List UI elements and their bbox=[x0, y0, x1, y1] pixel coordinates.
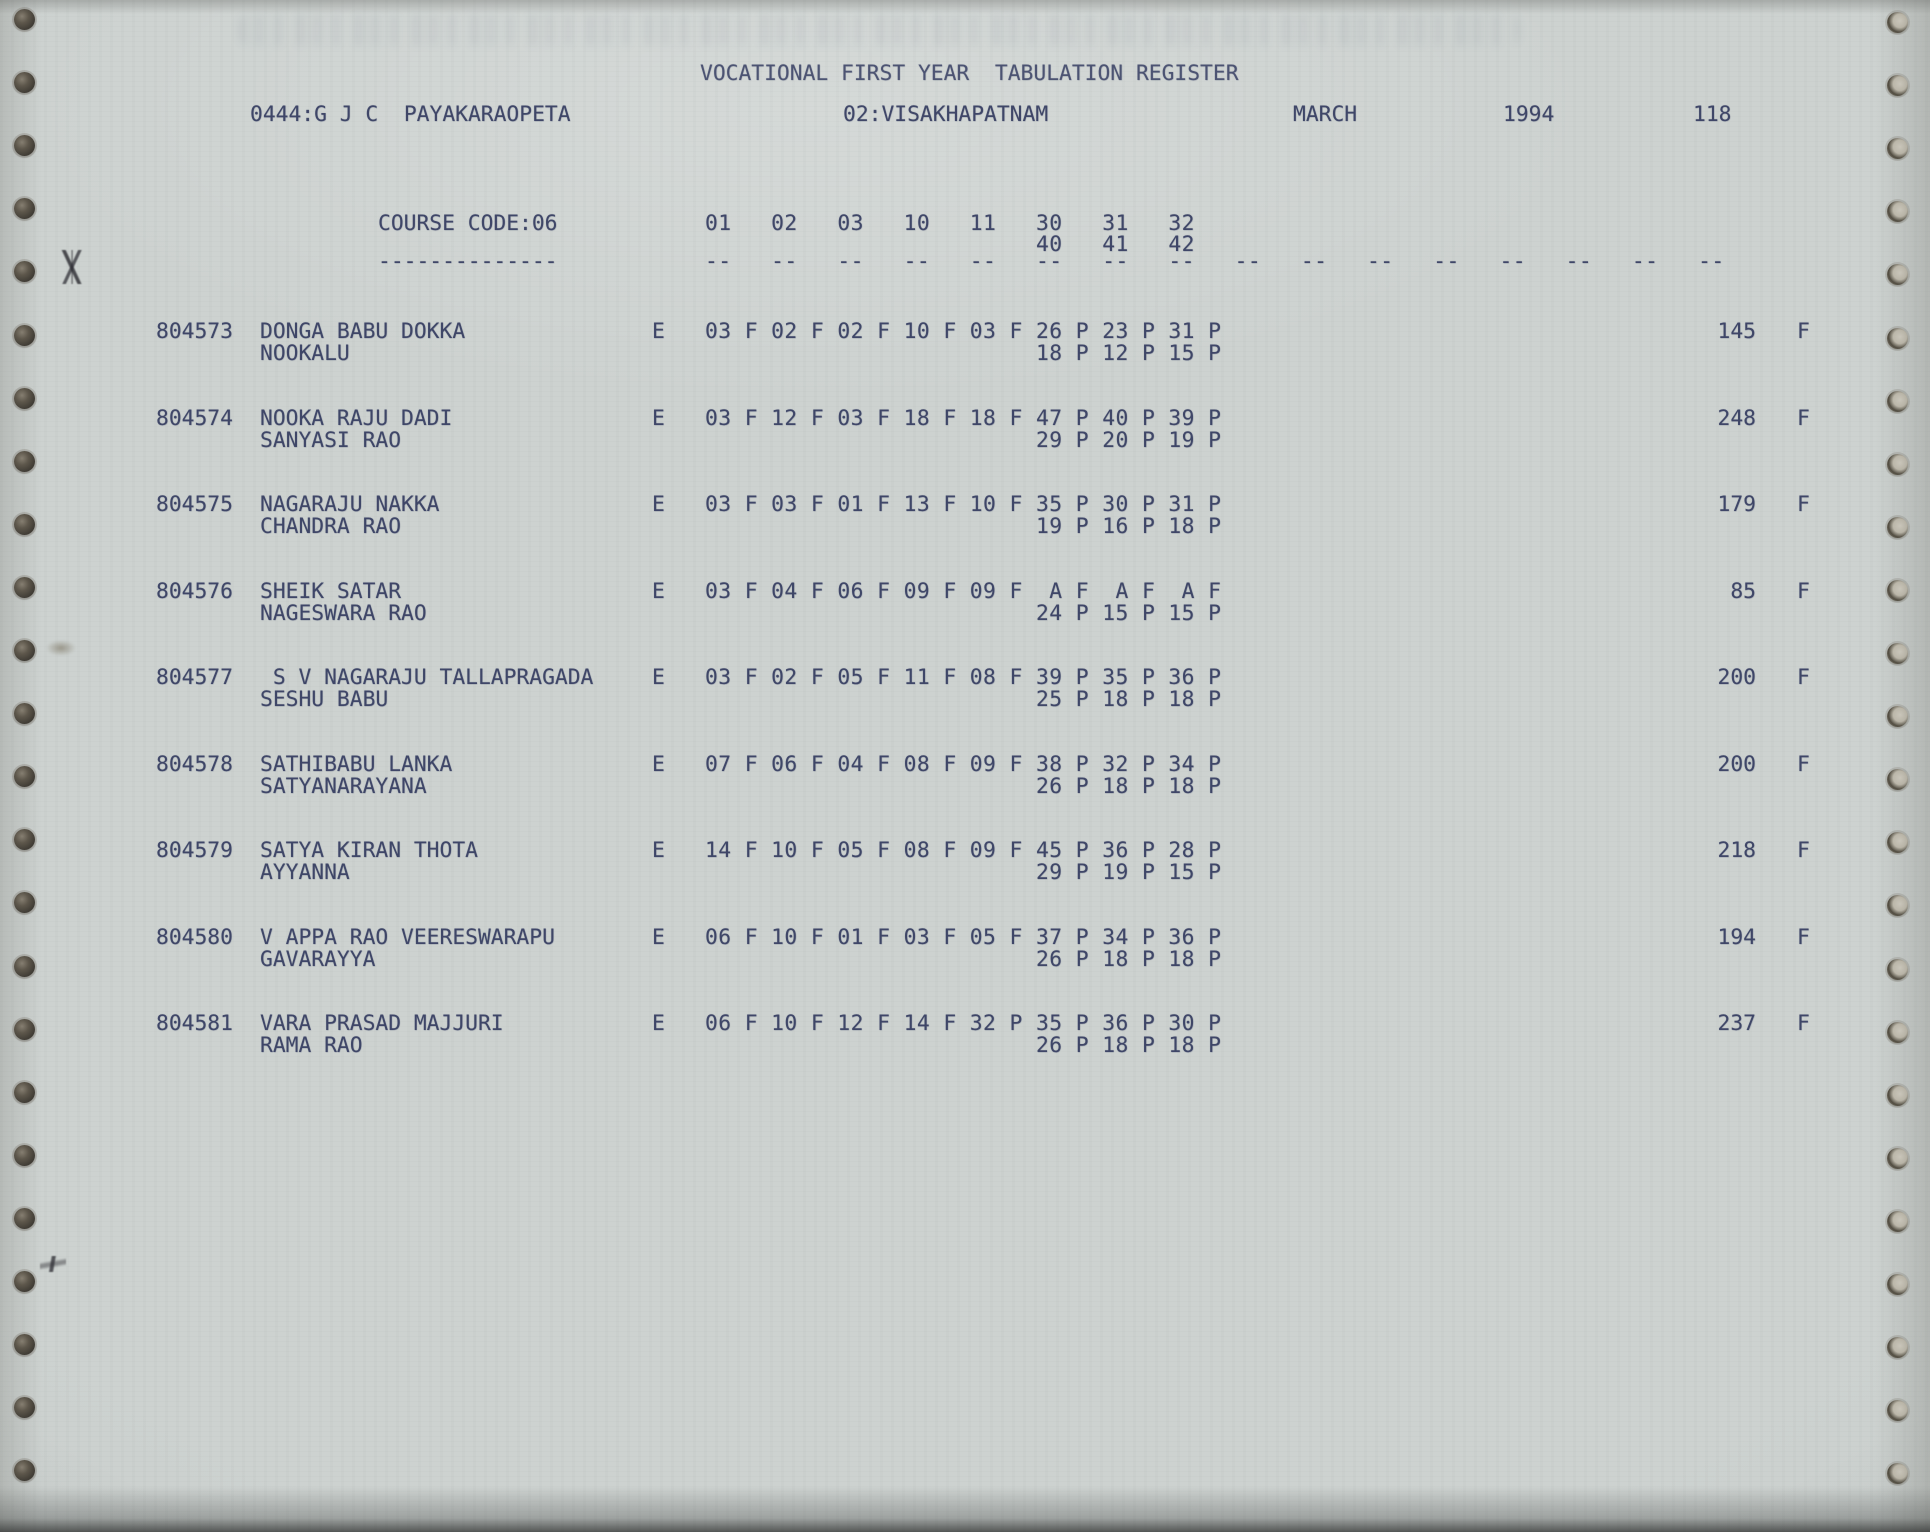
reg-no: 804578 bbox=[156, 751, 233, 777]
reg-no: 804576 bbox=[156, 578, 233, 604]
sprocket-hole bbox=[14, 1144, 35, 1166]
register-row: 804578 SATHIBABU LANKA SATYANARAYANA E 07 … bbox=[0, 751, 1930, 814]
result-flag: F bbox=[1797, 665, 1810, 690]
ink-scratch bbox=[60, 250, 84, 284]
ink-scratch bbox=[40, 1256, 66, 1272]
sprocket-hole bbox=[14, 1460, 35, 1482]
register-row: 804577 S V NAGARAJU TALLAPRAGADA SESHU B… bbox=[0, 667, 1930, 727]
marks-line: E 03 F 12 F 03 F 18 F 18 F 47 P 40 P 39 … bbox=[652, 405, 1222, 453]
student-name: S V NAGARAJU TALLAPRAGADA SESHU BABU bbox=[260, 665, 594, 712]
total-marks: 145 bbox=[1717, 319, 1756, 344]
student-name: V APPA RAO VEERESWARAPU GAVARAYYA bbox=[260, 924, 555, 972]
student-name: SATHIBABU LANKA SATYANARAYANA bbox=[260, 751, 453, 799]
reg-no: 804579 bbox=[156, 838, 233, 863]
total-marks: 179 bbox=[1717, 492, 1756, 517]
sprocket-hole bbox=[1887, 75, 1908, 97]
dash-underline-label: -------------- bbox=[378, 249, 558, 274]
sprocket-hole bbox=[14, 72, 35, 94]
total-marks: 194 bbox=[1717, 924, 1756, 950]
sprocket-hole bbox=[1887, 1147, 1908, 1169]
course-code-label: COURSE CODE:06 bbox=[378, 211, 558, 236]
register-row: 804576 SHEIK SATAR NAGESWARA RAO E 03 F 04… bbox=[0, 578, 1930, 641]
total-marks: 200 bbox=[1717, 665, 1756, 690]
result-flag: F bbox=[1797, 319, 1810, 344]
register-row: 804581 VARA PRASAD MAJJURI RAMA RAO E 06 F… bbox=[0, 1013, 1930, 1073]
register-row: 804580 V APPA RAO VEERESWARAPU GAVARAYYA E… bbox=[0, 924, 1930, 987]
exam-year: 1994 bbox=[1503, 102, 1555, 127]
sprocket-hole bbox=[1887, 1400, 1908, 1422]
sprocket-hole bbox=[1887, 1337, 1908, 1359]
result-flag: F bbox=[1797, 924, 1810, 950]
sprocket-hole bbox=[14, 1334, 35, 1356]
marks-line: E 03 F 03 F 01 F 13 F 10 F 35 P 30 P 31 … bbox=[652, 492, 1222, 539]
marks-line: E 06 F 10 F 01 F 03 F 05 F 37 P 34 P 36 … bbox=[652, 924, 1222, 972]
marks-line: E 03 F 02 F 05 F 11 F 08 F 39 P 35 P 36 … bbox=[652, 665, 1222, 712]
student-name: NAGARAJU NAKKA CHANDRA RAO bbox=[260, 492, 440, 539]
marks-line: E 03 F 02 F 02 F 10 F 03 F 26 P 23 P 31 … bbox=[652, 319, 1222, 366]
register-row: 804573 DONGA BABU DOKKA NOOKALU E 03 F 02 … bbox=[0, 321, 1930, 381]
reg-no: 804573 bbox=[156, 319, 233, 344]
student-name: NOOKA RAJU DADI SANYASI RAO bbox=[260, 405, 453, 453]
marks-line: E 07 F 06 F 04 F 08 F 09 F 38 P 32 P 34 … bbox=[652, 751, 1222, 799]
sprocket-hole bbox=[14, 387, 35, 409]
result-flag: F bbox=[1797, 838, 1810, 863]
page-title: VOCATIONAL FIRST YEAR TABULATION REGISTE… bbox=[700, 61, 1239, 86]
sprocket-hole bbox=[14, 1081, 35, 1103]
result-flag: F bbox=[1797, 405, 1810, 431]
marks-line: E 03 F 04 F 06 F 09 F 09 F A F A F A F 2… bbox=[652, 578, 1222, 626]
student-name: SATYA KIRAN THOTA AYYANNA bbox=[260, 838, 478, 885]
total-marks: 200 bbox=[1717, 751, 1756, 777]
sprocket-hole bbox=[1887, 1210, 1908, 1232]
district-header: 02:VISAKHAPATNAM bbox=[843, 102, 1049, 127]
sprocket-hole bbox=[1887, 201, 1908, 223]
student-name: SHEIK SATAR NAGESWARA RAO bbox=[260, 578, 427, 626]
sprocket-hole bbox=[14, 640, 35, 661]
total-marks: 85 bbox=[1730, 578, 1756, 604]
total-marks: 218 bbox=[1717, 838, 1756, 863]
sprocket-hole bbox=[14, 198, 35, 220]
register-row: 804574 NOOKA RAJU DADI SANYASI RAO E 03 F … bbox=[0, 405, 1930, 468]
sprocket-hole bbox=[1887, 138, 1908, 160]
sprocket-hole bbox=[1887, 12, 1908, 33]
student-name: DONGA BABU DOKKA NOOKALU bbox=[260, 319, 466, 366]
page-number: 118 bbox=[1693, 102, 1732, 127]
result-flag: F bbox=[1797, 1011, 1810, 1036]
sprocket-hole bbox=[1887, 1463, 1908, 1485]
register-row: 804579 SATYA KIRAN THOTA AYYANNA E 14 F 10… bbox=[0, 840, 1930, 900]
total-marks: 237 bbox=[1717, 1011, 1756, 1036]
sprocket-hole bbox=[14, 9, 35, 30]
sprocket-hole bbox=[14, 261, 35, 283]
college-header: 0444:G J C PAYAKARAOPETA bbox=[250, 102, 571, 127]
result-flag: F bbox=[1797, 578, 1810, 604]
sprocket-hole bbox=[1887, 643, 1908, 664]
smudge bbox=[46, 640, 76, 656]
dash-underline-marks: -- -- -- -- -- -- -- -- -- -- -- -- -- -… bbox=[652, 249, 1725, 274]
marks-line: E 14 F 10 F 05 F 08 F 09 F 45 P 36 P 28 … bbox=[652, 838, 1222, 885]
student-name: VARA PRASAD MAJJURI RAMA RAO bbox=[260, 1011, 504, 1058]
result-flag: F bbox=[1797, 751, 1810, 777]
reg-no: 804577 bbox=[156, 665, 233, 690]
sprocket-hole bbox=[1887, 264, 1908, 286]
result-flag: F bbox=[1797, 492, 1810, 517]
sprocket-hole bbox=[14, 135, 35, 157]
reg-no: 804575 bbox=[156, 492, 233, 517]
sprocket-hole bbox=[14, 1207, 35, 1229]
reg-no: 804574 bbox=[156, 405, 233, 431]
sprocket-hole bbox=[1887, 1274, 1908, 1295]
bleed-through-text bbox=[238, 14, 1520, 46]
marks-line: E 06 F 10 F 12 F 14 F 32 P 35 P 36 P 30 … bbox=[652, 1011, 1222, 1058]
sprocket-hole bbox=[14, 1271, 35, 1292]
reg-no: 804580 bbox=[156, 924, 233, 950]
exam-month: MARCH bbox=[1293, 102, 1358, 127]
sprocket-hole bbox=[14, 1397, 35, 1419]
reg-no: 804581 bbox=[156, 1011, 233, 1036]
total-marks: 248 bbox=[1717, 405, 1756, 431]
register-row: 804575 NAGARAJU NAKKA CHANDRA RAO E 03 F 0… bbox=[0, 494, 1930, 554]
sprocket-hole bbox=[1887, 1084, 1908, 1106]
